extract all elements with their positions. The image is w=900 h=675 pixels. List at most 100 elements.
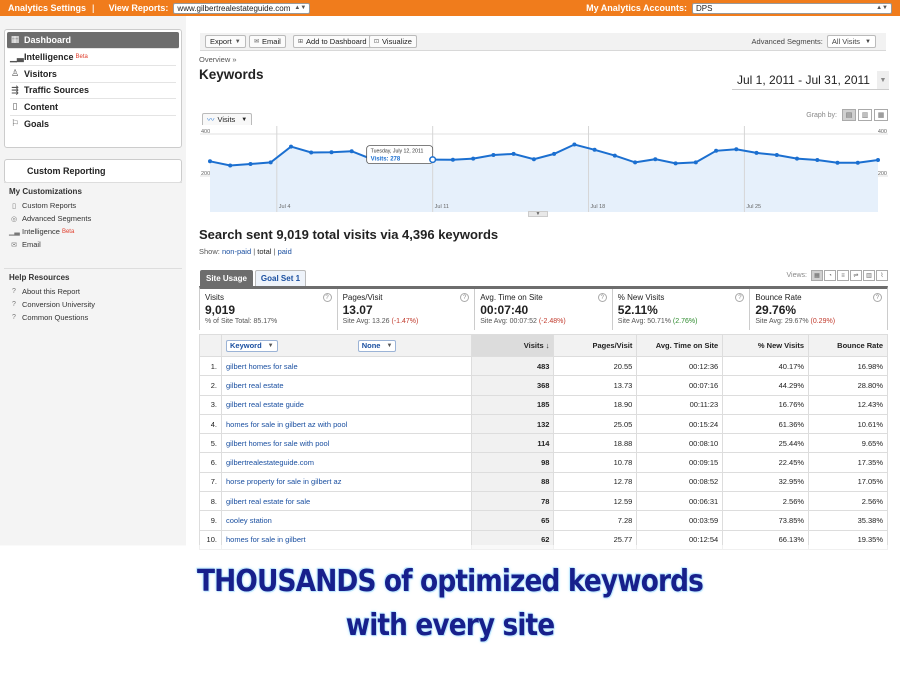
nav-item-visitors[interactable]: ♙ Visitors bbox=[10, 66, 176, 83]
keyword-link[interactable]: gilbert real estate guide bbox=[220, 394, 472, 415]
common-questions-link[interactable]: ? Common Questions bbox=[9, 311, 177, 324]
compare-view-button[interactable]: ⇌ bbox=[850, 270, 862, 281]
tab-site-usage[interactable]: Site Usage bbox=[200, 270, 253, 286]
secondary-dimension-select[interactable]: None ▼ bbox=[357, 339, 397, 352]
email-button[interactable]: ✉ Email bbox=[249, 35, 286, 48]
pages-visit-cell: 12.59 bbox=[553, 491, 638, 512]
site-select[interactable]: www.gilbertrealestateguide.com ▲▼ bbox=[173, 2, 311, 14]
date-range-picker[interactable]: Jul 1, 2011 - Jul 31, 2011 ▼ bbox=[732, 71, 889, 90]
keyword-link-text[interactable]: gilbert real estate bbox=[225, 380, 284, 390]
bounce-rate-cell: 12.43% bbox=[808, 394, 888, 415]
keyword-link-text[interactable]: horse property for sale in gilbert az bbox=[225, 477, 342, 487]
metric-value: 00:07:40 bbox=[480, 303, 529, 317]
keyword-link[interactable]: homes for sale in gilbert az with pool bbox=[220, 413, 472, 435]
about-report-link[interactable]: ? About this Report bbox=[9, 285, 177, 298]
keyword-link[interactable]: gilbertrealestateguide.com bbox=[220, 452, 472, 473]
bounce-rate-header[interactable]: Bounce Rate bbox=[808, 334, 888, 357]
conversion-university-link[interactable]: ? Conversion University bbox=[9, 298, 177, 311]
bounce-rate-cell: 9.65% bbox=[808, 433, 888, 454]
show-nonpaid-link[interactable]: non-paid bbox=[221, 247, 252, 256]
data-point bbox=[835, 160, 840, 165]
keyword-link[interactable]: gilbert homes for sale with pool bbox=[220, 433, 472, 454]
data-point bbox=[450, 157, 455, 162]
email-link[interactable]: ✉ Email bbox=[9, 238, 177, 251]
data-point bbox=[795, 156, 799, 161]
data-point bbox=[471, 156, 476, 161]
visualize-button[interactable]: ⊡ Visualize bbox=[369, 35, 417, 48]
custom-reporting-link[interactable]: Custom Reporting bbox=[4, 159, 182, 183]
keyword-link-text[interactable]: gilbert homes for sale with pool bbox=[225, 438, 330, 448]
advanced-segments: Advanced Segments: All Visits ▼ bbox=[752, 35, 876, 48]
pages-visit-cell: 18.90 bbox=[553, 394, 638, 415]
analytics-settings-link[interactable]: Analytics Settings bbox=[8, 3, 87, 13]
keyword-link-text[interactable]: gilbert real estate guide bbox=[225, 400, 304, 410]
data-point bbox=[511, 151, 516, 156]
pivot-view-button[interactable]: ▥ bbox=[863, 270, 875, 281]
keyword-dimension-select[interactable]: Keyword ▼ bbox=[225, 339, 278, 352]
keyword-link[interactable]: gilbert real estate bbox=[220, 375, 472, 396]
pages-visit-cell: 25.77 bbox=[553, 529, 638, 550]
chart-resize-handle[interactable]: ▼ bbox=[528, 211, 548, 217]
row-number-header bbox=[199, 334, 222, 357]
graph-by-month-button[interactable]: ▦ bbox=[874, 109, 888, 121]
intelligence-link[interactable]: ▁▃ Intelligence Beta bbox=[9, 227, 75, 236]
nav-item-goals[interactable]: ⚐ Goals bbox=[10, 116, 176, 133]
pie-view-button[interactable]: ◔ bbox=[824, 270, 836, 281]
metric-value: 52.11% bbox=[617, 303, 658, 317]
data-point bbox=[329, 150, 334, 155]
nav-item-intelligence[interactable]: ▁▃ Intelligence Beta bbox=[10, 50, 176, 66]
trend-view-button[interactable]: ⌇ bbox=[876, 270, 888, 281]
keyword-link-text[interactable]: homes for sale in gilbert bbox=[225, 535, 306, 545]
help-icon: ? bbox=[12, 301, 16, 308]
keyword-link-text[interactable]: gilbert real estate for sale bbox=[225, 496, 311, 506]
table-view-button[interactable]: ▦ bbox=[811, 270, 823, 281]
breadcrumb[interactable]: Overview » bbox=[199, 55, 237, 64]
tooltip-box bbox=[366, 145, 434, 165]
export-button[interactable]: Export ▼ bbox=[205, 35, 246, 48]
keyword-link[interactable]: gilbert real estate for sale bbox=[220, 491, 472, 512]
nav-item-content[interactable]: ▯ Content bbox=[10, 99, 176, 116]
keyword-link-text[interactable]: gilbert homes for sale bbox=[225, 361, 298, 371]
visits-header[interactable]: Visits ↓ bbox=[470, 334, 555, 357]
avg-time-header[interactable]: Avg. Time on Site bbox=[636, 334, 724, 357]
show-label: Show: bbox=[199, 247, 220, 256]
new-visits-cell: 32.95% bbox=[722, 471, 810, 493]
show-paid-link[interactable]: paid bbox=[277, 247, 292, 256]
keyword-link-text[interactable]: cooley station bbox=[225, 516, 272, 526]
data-point bbox=[572, 142, 577, 147]
help-icon[interactable]: ? bbox=[735, 293, 745, 302]
row-number: 4. bbox=[199, 413, 222, 435]
graph-by-day-button[interactable]: ▤ bbox=[842, 109, 856, 121]
new-visits-header[interactable]: % New Visits bbox=[722, 334, 810, 357]
graph-by-week-button[interactable]: ▥ bbox=[858, 109, 872, 121]
row-number: 8. bbox=[199, 491, 222, 512]
metric-select[interactable]: 〰 Visits ▼ bbox=[202, 113, 253, 125]
account-select[interactable]: DPS ▲▼ bbox=[692, 2, 892, 14]
segments-select[interactable]: All Visits ▼ bbox=[826, 35, 876, 48]
page-icon: ▯ bbox=[12, 202, 16, 210]
help-icon[interactable]: ? bbox=[460, 293, 470, 302]
help-icon[interactable]: ? bbox=[872, 293, 882, 302]
help-icon[interactable]: ? bbox=[322, 293, 332, 302]
row-number: 5. bbox=[199, 433, 222, 454]
tab-goal-set-1[interactable]: Goal Set 1 bbox=[254, 270, 307, 286]
custom-reports-link[interactable]: ▯ Custom Reports bbox=[9, 199, 177, 212]
nav-item-dashboard[interactable]: ▦ Dashboard bbox=[7, 32, 179, 49]
bar-view-button[interactable]: ≡ bbox=[837, 270, 849, 281]
keyword-link[interactable]: horse property for sale in gilbert az bbox=[220, 471, 472, 493]
keyword-link[interactable]: gilbert homes for sale bbox=[220, 355, 472, 377]
pages-visit-header[interactable]: Pages/Visit bbox=[553, 334, 638, 357]
visits-cell: 132 bbox=[470, 413, 555, 435]
keyword-link-text[interactable]: homes for sale in gilbert az with pool bbox=[225, 419, 348, 429]
help-icon[interactable]: ? bbox=[597, 293, 607, 302]
section-title: My Customizations bbox=[9, 187, 82, 196]
table-header-row: Keyword ▼ None ▼ Visits ↓ Pages/Visit Avg.… bbox=[199, 334, 888, 357]
keyword-link-text[interactable]: gilbertrealestateguide.com bbox=[225, 458, 314, 468]
nav-item-traffic-sources[interactable]: ⇶ Traffic Sources bbox=[10, 83, 176, 99]
keyword-link[interactable]: cooley station bbox=[220, 510, 472, 531]
visits-cell: 98 bbox=[470, 452, 555, 473]
fade-overlay bbox=[0, 545, 900, 675]
visits-cell: 88 bbox=[470, 471, 555, 493]
add-to-dashboard-button[interactable]: ⊞ Add to Dashboard bbox=[293, 35, 372, 48]
advanced-segments-link[interactable]: ◎ Advanced Segments bbox=[10, 214, 92, 223]
